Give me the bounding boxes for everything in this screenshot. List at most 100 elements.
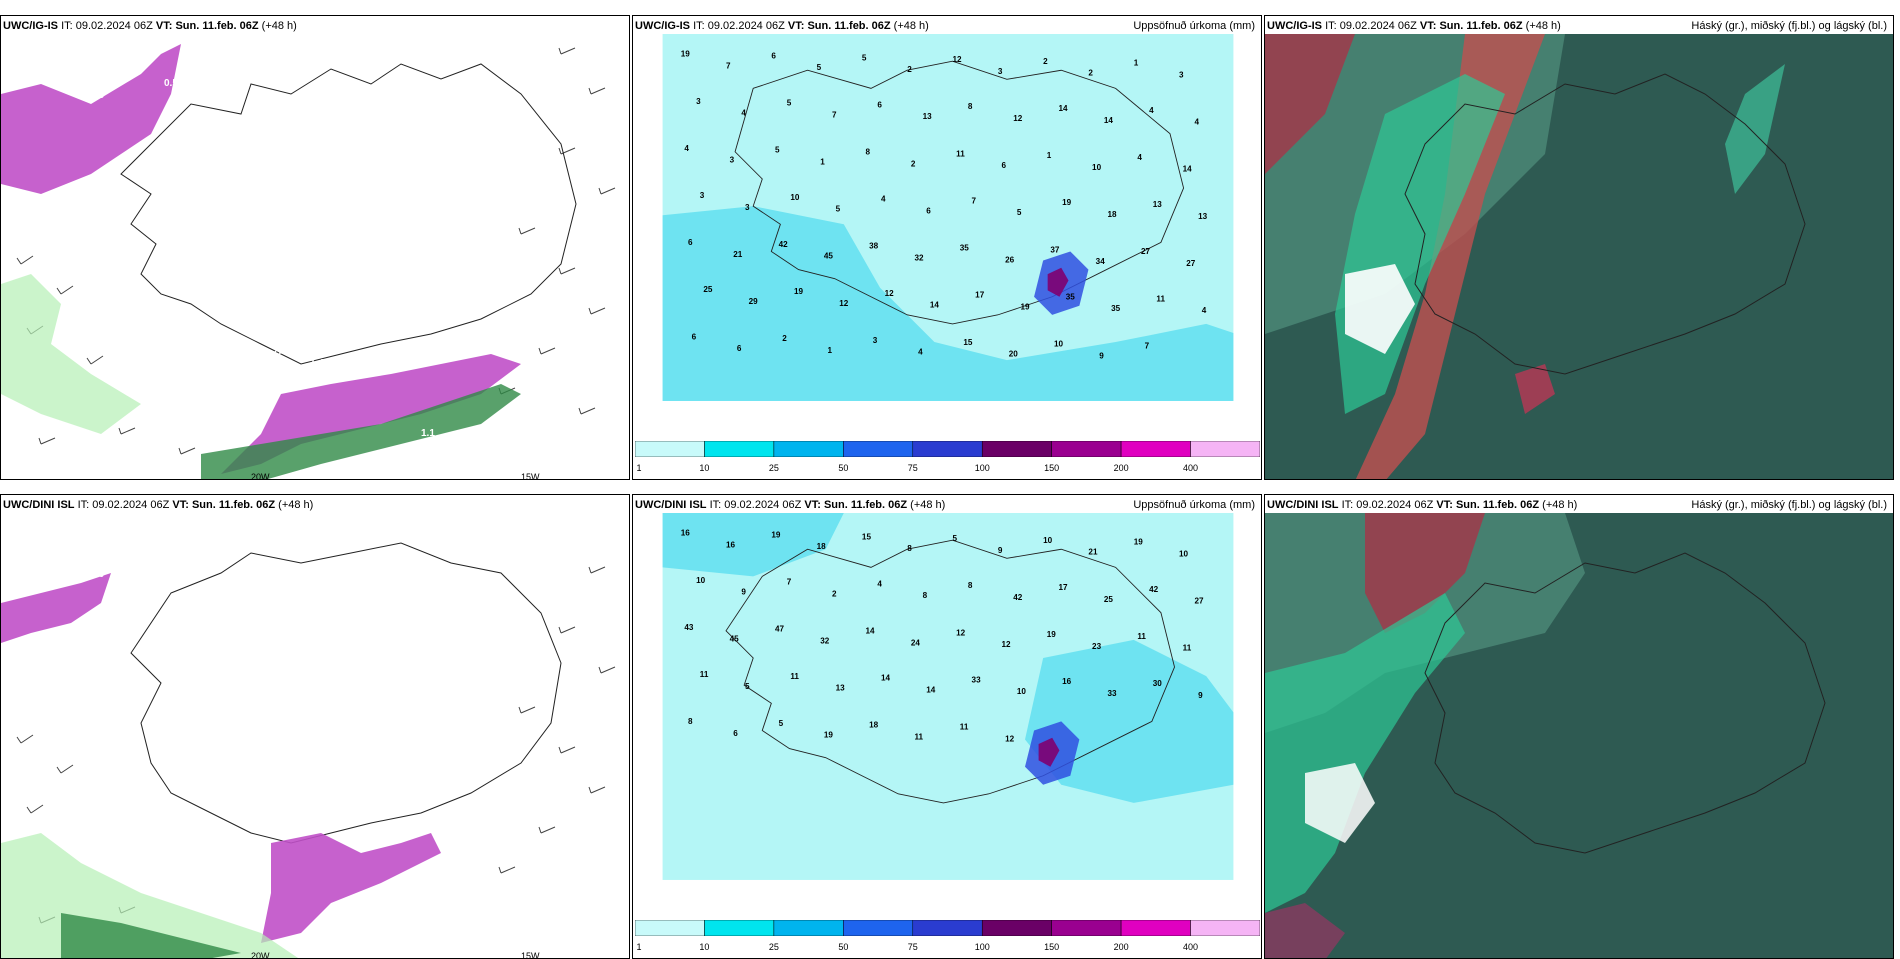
colorbar-segment	[912, 441, 983, 457]
precip-value-label: 3	[696, 97, 701, 106]
snow-value-label: 0.5	[534, 230, 548, 241]
precip-value-label: 11	[960, 723, 969, 732]
precip-value-label: 3	[730, 156, 735, 165]
precip-value-label: 8	[907, 544, 912, 553]
precip-value-label: 7	[726, 61, 731, 70]
precip-map: 1976552123221334576138121414444351821161…	[662, 34, 1234, 401]
panel-row1-wind: UWC/IG-IS IT: 09.02.2024 06Z VT: Sun. 11…	[0, 15, 630, 480]
it-value: 09.02.2024 06Z	[75, 20, 153, 32]
precip-value-label: 35	[960, 244, 970, 253]
precip-value-label: 14	[1183, 165, 1193, 174]
lon-label-20w: 20W	[251, 472, 270, 480]
precip-value-label: 2	[907, 65, 912, 74]
vt-value: Sun. 11.feb. 06Z	[1439, 20, 1523, 32]
panel-title: Háský (gr.), miðský (fj.bl.) og lágský (…	[1691, 499, 1887, 511]
precip-value-label: 11	[1156, 294, 1165, 303]
snow-area-nw	[1, 573, 111, 643]
precip-value-label: 30	[1153, 679, 1163, 688]
colorbar-tick-label: 25	[768, 942, 779, 952]
colorbar-tick-label: 75	[907, 942, 918, 952]
precip-value-label: 4	[1149, 106, 1154, 115]
precip-value-label: 4	[1137, 153, 1142, 162]
lead-time: (+48 h)	[278, 499, 314, 511]
precip-value-label: 19	[1020, 302, 1030, 311]
precip-value-label: 5	[836, 205, 841, 214]
precip-value-label: 33	[1107, 689, 1117, 698]
precip-value-label: 4	[684, 144, 689, 153]
precip-value-label: 32	[914, 254, 924, 263]
precip-value-label: 34	[1096, 257, 1106, 266]
precip-value-label: 26	[1005, 255, 1015, 264]
precip-value-label: 1	[1047, 151, 1052, 160]
precip-value-label: 1	[820, 157, 825, 166]
colorbar-segment	[704, 920, 775, 936]
precip-value-label: 21	[733, 250, 743, 259]
vt-label: VT:	[787, 20, 805, 32]
colorbar-segment	[912, 920, 983, 936]
snow-value-label: 1.1	[421, 428, 435, 439]
snow-value-label: 0.7	[162, 276, 176, 287]
precip-value-label: 19	[1047, 630, 1057, 639]
wind-barbs	[16, 47, 616, 455]
precip-value-label: 2	[782, 334, 787, 343]
precip-value-label: 4	[1202, 306, 1207, 315]
snow-value-label: 1.4	[349, 136, 363, 147]
colorbar-segment	[843, 920, 914, 936]
precip-value-label: 19	[794, 287, 804, 296]
snow-value-label: 0.6	[460, 685, 474, 696]
panel-row2-precip: UWC/DINI ISL IT: 09.02.2024 06Z VT: Sun.…	[632, 494, 1262, 959]
colorbar-segment	[773, 920, 844, 936]
colorbar-tick-label: 100	[974, 463, 990, 473]
high-cloud-band	[1365, 513, 1485, 633]
vt-value: Sun. 11.feb. 06Z	[191, 499, 276, 511]
snow-value-label: 1.0	[164, 557, 178, 568]
precip-value-label: 3	[873, 336, 878, 345]
vt-label: VT:	[1436, 499, 1453, 511]
panel-title: Háský (gr.), miðský (fj.bl.) og lágský (…	[1691, 20, 1887, 32]
precip-value-label: 14	[881, 674, 891, 683]
colorbar-tick-label: 50	[838, 942, 849, 952]
snow-value-label: 1.5	[238, 136, 252, 147]
precip-value-label: 6	[1001, 161, 1006, 170]
precip-value-label: 1	[827, 346, 832, 355]
snow-value-label: 1.5	[347, 370, 361, 381]
precip-value-label: 11	[956, 149, 965, 158]
panel-row2-wind: UWC/DINI ISL IT: 09.02.2024 06Z VT: Sun.…	[0, 494, 630, 959]
precip-value-label: 10	[1092, 163, 1102, 172]
vt-label: VT:	[172, 499, 189, 511]
precip-value-label: 5	[817, 63, 822, 72]
iceland-land	[120, 63, 577, 365]
panel-row1-clouds: UWC/IG-IS IT: 09.02.2024 06Z VT: Sun. 11…	[1264, 15, 1894, 480]
colorbar-tick-label: 1	[636, 463, 642, 473]
precip-value-label: 5	[787, 99, 792, 108]
colorbar-segment	[773, 441, 844, 457]
it-value: 09.02.2024 06Z	[724, 499, 802, 511]
precip-value-label: 38	[869, 242, 879, 251]
precip-map: 1616191815859102119101097248842172542274…	[662, 513, 1234, 880]
precip-value-label: 25	[703, 285, 713, 294]
precip-value-label: 42	[1013, 593, 1023, 602]
precip-value-label: 9	[998, 546, 1003, 555]
snow-value-label: 0.8	[127, 66, 141, 77]
colorbar-tick-label: 400	[1183, 463, 1199, 473]
precip-value-label: 35	[1066, 292, 1076, 301]
precip-value-label: 11	[790, 672, 799, 681]
snow-value-label: 0.5	[16, 66, 30, 77]
panel-header: UWC/DINI ISL IT: 09.02.2024 06Z VT: Sun.…	[1267, 497, 1889, 513]
model-name: UWC/DINI ISL	[3, 499, 75, 511]
precip-value-label: 19	[1134, 538, 1144, 547]
colorbar-tick-label: 400	[1183, 942, 1199, 952]
it-value: 09.02.2024 06Z	[707, 20, 785, 32]
precip-value-label: 3	[745, 203, 750, 212]
snow-value-label: 0.6	[201, 639, 215, 650]
precip-labels: 1616191815859102119101097248842172542274…	[681, 529, 1204, 744]
precip-value-label: 14	[930, 301, 940, 310]
precip-value-label: 19	[824, 731, 834, 740]
colorbar-segment	[635, 441, 705, 457]
precip-light-band	[662, 206, 1234, 401]
precip-value-label: 6	[737, 344, 742, 353]
colorbar-ticks: 1 10 25 50 75 100 150 200 400	[635, 942, 1260, 956]
precip-value-label: 12	[1005, 734, 1015, 743]
precip-value-label: 4	[877, 579, 882, 588]
vt-value: Sun. 11.feb. 06Z	[1455, 499, 1540, 511]
